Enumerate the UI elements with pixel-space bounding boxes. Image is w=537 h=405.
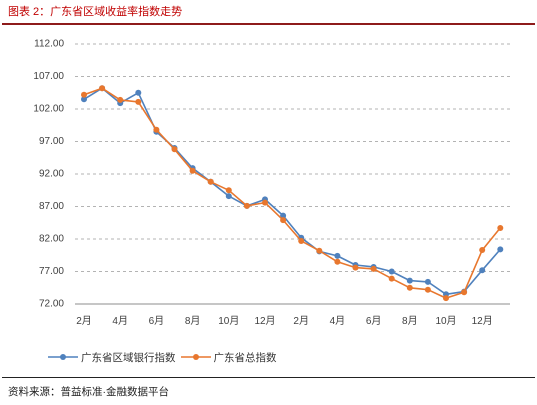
y-tick-label: 72.00 bbox=[39, 299, 64, 310]
series-1-point bbox=[135, 89, 142, 96]
series-2-point bbox=[424, 286, 431, 293]
x-tick-label: 8月 bbox=[402, 315, 418, 327]
series-2-point bbox=[443, 295, 449, 302]
series-2-point bbox=[280, 217, 287, 224]
y-tick-label: 97.00 bbox=[39, 136, 64, 147]
title-divider bbox=[2, 23, 535, 25]
legend-label: 广东省总指数 bbox=[213, 351, 277, 364]
series-2-point bbox=[99, 85, 106, 92]
series-1-point bbox=[334, 252, 341, 259]
series-2-point bbox=[153, 126, 160, 133]
series-2-point bbox=[388, 275, 395, 282]
series-1-point bbox=[424, 278, 431, 285]
legend-item-total-index: 广东省总指数 bbox=[180, 350, 277, 365]
series-2-point bbox=[135, 98, 142, 105]
series-1-point bbox=[497, 246, 504, 253]
y-tick-label: 92.00 bbox=[39, 169, 64, 180]
series-2-point bbox=[406, 284, 413, 291]
line-chart: 112.00 107.00 102.00 97.00 92.00 87.00 82.00 77… bbox=[33, 39, 510, 328]
series-1-point bbox=[280, 212, 287, 219]
series-2-point bbox=[81, 91, 87, 98]
series-2-point bbox=[117, 96, 124, 103]
series-2-point bbox=[298, 237, 305, 244]
legend: 广东省区域银行指数 广东省总指数 bbox=[48, 350, 282, 364]
x-tick-label: 12月 bbox=[472, 315, 493, 327]
x-tick-label: 8月 bbox=[185, 315, 201, 327]
source-note: 资料来源：普益标准·金融数据平台 bbox=[8, 386, 169, 398]
x-tick-label: 2月 bbox=[293, 315, 309, 327]
series-2-point bbox=[352, 264, 359, 271]
series-2-point bbox=[189, 167, 196, 174]
series-1-line bbox=[83, 87, 501, 296]
series-2-point bbox=[316, 247, 323, 254]
y-tick-label: 107.00 bbox=[33, 71, 64, 82]
figure-title: 图表 2：广东省区域收益率指数走势 bbox=[8, 6, 183, 18]
series-2-point bbox=[370, 265, 377, 272]
series-2-point bbox=[497, 224, 504, 231]
x-tick-label: 10月 bbox=[218, 315, 239, 327]
series-2-point bbox=[171, 146, 178, 153]
legend-line-marker-icon bbox=[48, 354, 78, 360]
series-2-point bbox=[207, 178, 214, 185]
legend-item-regional-bank-index: 广东省区域银行指数 bbox=[48, 350, 176, 365]
legend-line-marker-icon bbox=[180, 354, 211, 360]
source-divider bbox=[2, 377, 535, 378]
series-2-point bbox=[461, 289, 468, 296]
x-tick-label: 6月 bbox=[366, 315, 382, 327]
series-1-point bbox=[225, 193, 232, 200]
series-2-point bbox=[479, 247, 486, 254]
series-1-point bbox=[406, 277, 413, 284]
series-2-point bbox=[225, 187, 232, 194]
x-tick-label: 6月 bbox=[149, 315, 165, 327]
series-2-line bbox=[83, 87, 501, 299]
axis-labels: 112.00 107.00 102.00 97.00 92.00 87.00 82.00 77… bbox=[33, 39, 492, 328]
series-2-point bbox=[262, 199, 268, 206]
gridlines bbox=[75, 43, 510, 305]
x-tick-label: 12月 bbox=[254, 315, 275, 327]
y-tick-label: 102.00 bbox=[33, 104, 64, 115]
series-1-point bbox=[479, 267, 486, 274]
y-tick-label: 82.00 bbox=[39, 234, 64, 245]
x-tick-label: 10月 bbox=[435, 315, 456, 327]
series-layer bbox=[81, 85, 504, 302]
x-tick-label: 2月 bbox=[76, 315, 92, 327]
series-1-point bbox=[81, 96, 87, 103]
series-2-point bbox=[334, 258, 341, 265]
x-tick-label: 4月 bbox=[112, 315, 128, 327]
legend-label: 广东省区域银行指数 bbox=[81, 351, 176, 364]
series-2-point bbox=[243, 202, 250, 209]
y-tick-label: 87.00 bbox=[39, 201, 64, 212]
y-tick-label: 77.00 bbox=[39, 266, 64, 277]
y-tick-label: 112.00 bbox=[34, 39, 64, 50]
series-1-point bbox=[388, 268, 395, 275]
x-tick-label: 4月 bbox=[330, 315, 346, 327]
